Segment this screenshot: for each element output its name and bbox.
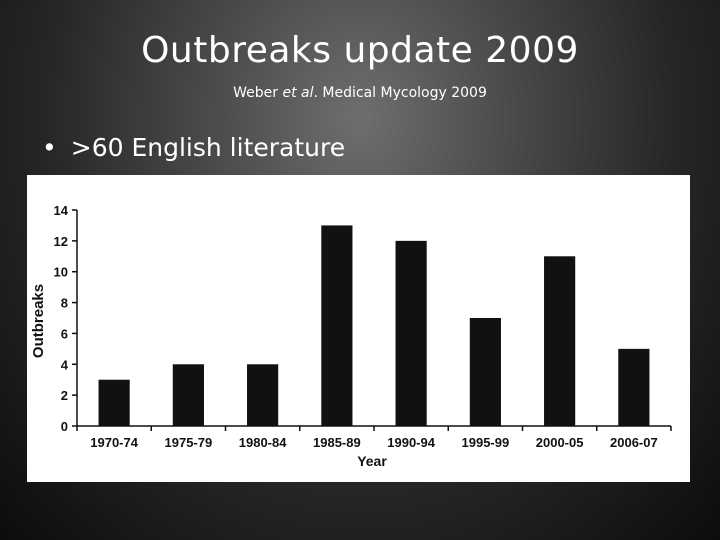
x-tick-label: 1970-74 bbox=[90, 435, 138, 450]
chart-panel: 0 2 4 6 8 10 12 14 1970-74 1975-79 1980-84 1985-89… bbox=[27, 175, 690, 482]
x-tick-label: 2000-05 bbox=[536, 435, 584, 450]
y-tick-label: 4 bbox=[61, 357, 69, 372]
y-tick-label: 6 bbox=[61, 326, 68, 341]
y-tick-label: 8 bbox=[61, 296, 68, 311]
subtitle-etal: et al bbox=[282, 85, 314, 101]
y-tick-label: 0 bbox=[61, 419, 68, 434]
x-axis-title: Year bbox=[357, 453, 387, 469]
bullet-item: • >60 English literature bbox=[42, 133, 345, 162]
x-tick-label: 1985-89 bbox=[313, 435, 361, 450]
slide-subtitle: Weber et al. Medical Mycology 2009 bbox=[0, 85, 720, 101]
bar-1990-94 bbox=[395, 240, 427, 426]
bar-1985-89 bbox=[321, 225, 353, 426]
bar-2000-05 bbox=[544, 256, 576, 426]
bullet-text: >60 English literature bbox=[70, 133, 346, 162]
bar-1980-84 bbox=[247, 364, 279, 426]
x-tick-label: 1980-84 bbox=[239, 435, 287, 450]
y-tick-label: 14 bbox=[54, 203, 69, 218]
x-tick-label: 2006-07 bbox=[610, 435, 658, 450]
y-tick-label: 2 bbox=[61, 388, 68, 403]
bar-1995-99 bbox=[469, 318, 501, 426]
bullet-icon: • bbox=[42, 133, 57, 162]
bar-chart: 0 2 4 6 8 10 12 14 1970-74 1975-79 1980-84 1985-89… bbox=[30, 203, 672, 469]
x-tick-label: 1995-99 bbox=[462, 435, 510, 450]
slide-title: Outbreaks update 2009 bbox=[141, 30, 579, 71]
y-tick-label: 10 bbox=[54, 265, 68, 280]
subtitle-source: Medical Mycology 2009 bbox=[317, 85, 487, 101]
x-tick-label: 1990-94 bbox=[387, 435, 435, 450]
bar-2006-07 bbox=[618, 348, 650, 426]
y-tick-label: 12 bbox=[54, 234, 68, 249]
subtitle-author: Weber bbox=[233, 85, 279, 101]
bar-1970-74 bbox=[98, 379, 130, 426]
bar-1975-79 bbox=[172, 364, 204, 426]
subtitle-dot: . bbox=[313, 85, 318, 101]
y-axis-title: Outbreaks bbox=[30, 284, 47, 358]
x-tick-label: 1975-79 bbox=[165, 435, 213, 450]
